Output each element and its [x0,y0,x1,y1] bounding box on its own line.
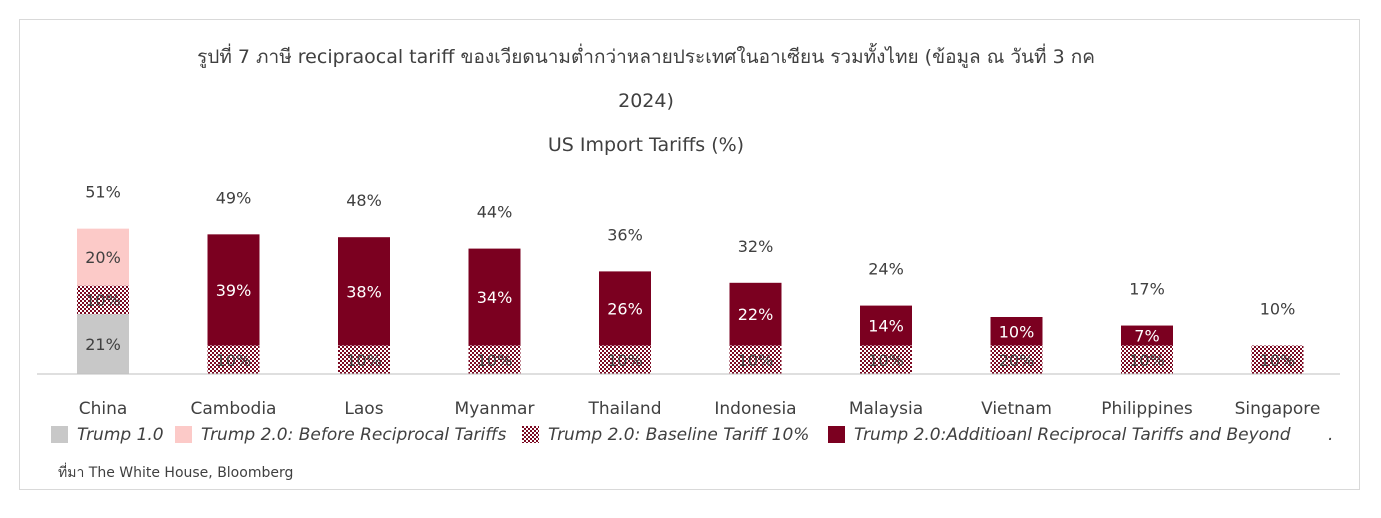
total-label: 44% [477,203,513,222]
bar-segment [990,345,1043,374]
bar-segment [468,248,521,346]
category-label: Laos [344,399,383,419]
segment-label: 10% [346,351,382,370]
bar-segment [729,345,782,374]
segment-label: 26% [607,299,643,318]
segment-label: 10% [868,351,904,370]
bar-segment [468,345,521,374]
segment-label: 21% [85,335,121,354]
category-label: Philippines [1101,399,1193,419]
category-label: China [79,399,128,419]
segment-label: 10% [1129,351,1165,370]
chart-title-line1: รูปที่ 7 ภาษี recipraocal tariff ของเวีย… [197,43,1095,68]
chart-subtitle: US Import Tariffs (%) [548,134,744,156]
chart-title-line2: 2024) [618,90,674,112]
legend-trailing-dot: . [1328,425,1333,445]
segment-label: 39% [216,281,252,300]
category-label: Cambodia [191,399,277,419]
bar-segment [207,234,260,346]
legend-swatch [51,426,68,443]
bar-segment [207,345,260,374]
bar-segment [77,285,129,315]
bar-segment [1251,345,1304,374]
segment-label: 14% [868,317,904,336]
bar-segment [599,271,651,346]
segment-label: 20% [85,248,121,267]
total-label: 32% [738,237,774,256]
legend-swatch [175,426,192,443]
segment-label: 22% [738,305,774,324]
bar-segment [77,228,129,286]
segment-label: 10% [738,351,774,370]
bar-segment [1121,345,1173,374]
segment-label: 10% [999,322,1035,341]
total-label: 10% [1260,300,1296,319]
legend-label: Trump 2.0: Before Reciprocal Tariffs [201,425,507,445]
bar-segment [338,345,390,374]
segment-label: 34% [477,288,513,307]
category-label: Singapore [1235,399,1321,419]
segment-label: 10% [477,351,513,370]
segment-label: 10% [216,351,252,370]
legend-label: Trump 1.0 [77,425,164,445]
bar-segment [599,345,651,374]
bar-segment [860,305,912,346]
bar-segment [338,237,390,346]
legend: Trump 1.0 Trump 2.0: Before Reciprocal Ta… [51,425,1333,445]
legend-label: Trump 2.0: Baseline Tariff 10% [548,425,809,445]
legend-swatch [828,426,845,443]
bars-group: 21% 10% 20% 51% 10% 39% 49% 10% 38% 48% 10% 34% 44% 1… [77,183,1304,374]
total-label: 49% [216,188,252,207]
bar-segment [860,345,912,374]
segment-label: 10% [85,291,121,310]
legend-label: Trump 2.0:Additioanl Reciprocal Tariffs … [854,425,1291,445]
category-label: Vietnam [981,399,1052,419]
category-label: Thailand [587,399,661,419]
bar-segment [77,314,129,374]
total-label: 17% [1129,280,1165,299]
bar-segment [1121,325,1173,346]
category-label: Indonesia [714,399,796,419]
bar-segment [729,282,782,346]
segment-label: 20% [999,351,1035,370]
segment-label: 10% [1260,351,1296,370]
bar-segment [990,317,1043,346]
legend-swatch [522,426,539,443]
total-label: 51% [85,183,121,202]
category-label: Malaysia [849,399,923,419]
category-labels: China Cambodia Laos Myanmar Thailand Indonesi… [79,399,1321,419]
segment-label: 7% [1134,327,1159,346]
category-label: Myanmar [455,399,535,419]
total-label: 48% [346,191,382,210]
segment-label: 10% [607,351,643,370]
segment-label: 38% [346,282,382,301]
total-label: 36% [607,225,643,244]
source-note: ที่มา The White House, Bloomberg [58,463,293,481]
total-label: 24% [868,260,904,279]
